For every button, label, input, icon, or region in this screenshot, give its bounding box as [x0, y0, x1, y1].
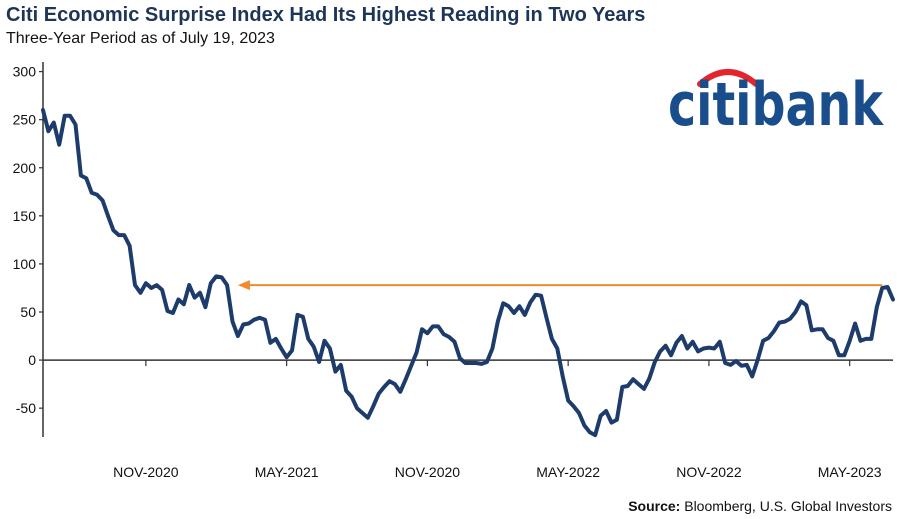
y-tick-label: 300 [13, 64, 37, 80]
x-tick-label: MAY-2023 [818, 464, 882, 480]
x-axis-labels: NOV-2020 MAY-2021 NOV-2020 MAY-2022 NOV-2022… [113, 464, 882, 480]
citibank-logo: citibank [668, 69, 885, 140]
y-tick-label: 100 [13, 256, 37, 272]
y-tick-label: -50 [16, 400, 36, 416]
source-text: Bloomberg, U.S. Global Investors [680, 498, 892, 514]
x-tick-label: NOV-2020 [395, 464, 461, 480]
x-tick-label: MAY-2022 [536, 464, 600, 480]
source-note: Source: Bloomberg, U.S. Global Investors [628, 498, 892, 514]
source-label: Source: [628, 498, 681, 514]
series-line [41, 108, 895, 438]
series-group [41, 108, 895, 438]
y-tick-label: 50 [20, 304, 36, 320]
x-tick-label: MAY-2021 [255, 464, 319, 480]
axes [39, 62, 893, 437]
x-tick-label: NOV-2020 [113, 464, 179, 480]
y-axis-labels: 300 250 200 150 100 50 0 -50 [13, 64, 37, 417]
y-tick-label: 0 [28, 352, 36, 368]
chart-subtitle: Three-Year Period as of July 19, 2023 [6, 30, 275, 47]
annotation-arrow-head [237, 280, 250, 291]
logo-arc [697, 69, 759, 87]
x-tick-label: NOV-2022 [676, 464, 742, 480]
chart-title: Citi Economic Surprise Index Had Its Hig… [6, 4, 646, 26]
y-tick-label: 250 [13, 112, 37, 128]
y-tick-label: 200 [13, 160, 37, 176]
logo-text: citibank [668, 70, 885, 140]
y-tick-label: 150 [13, 208, 37, 224]
annotation-arrow [237, 280, 883, 291]
